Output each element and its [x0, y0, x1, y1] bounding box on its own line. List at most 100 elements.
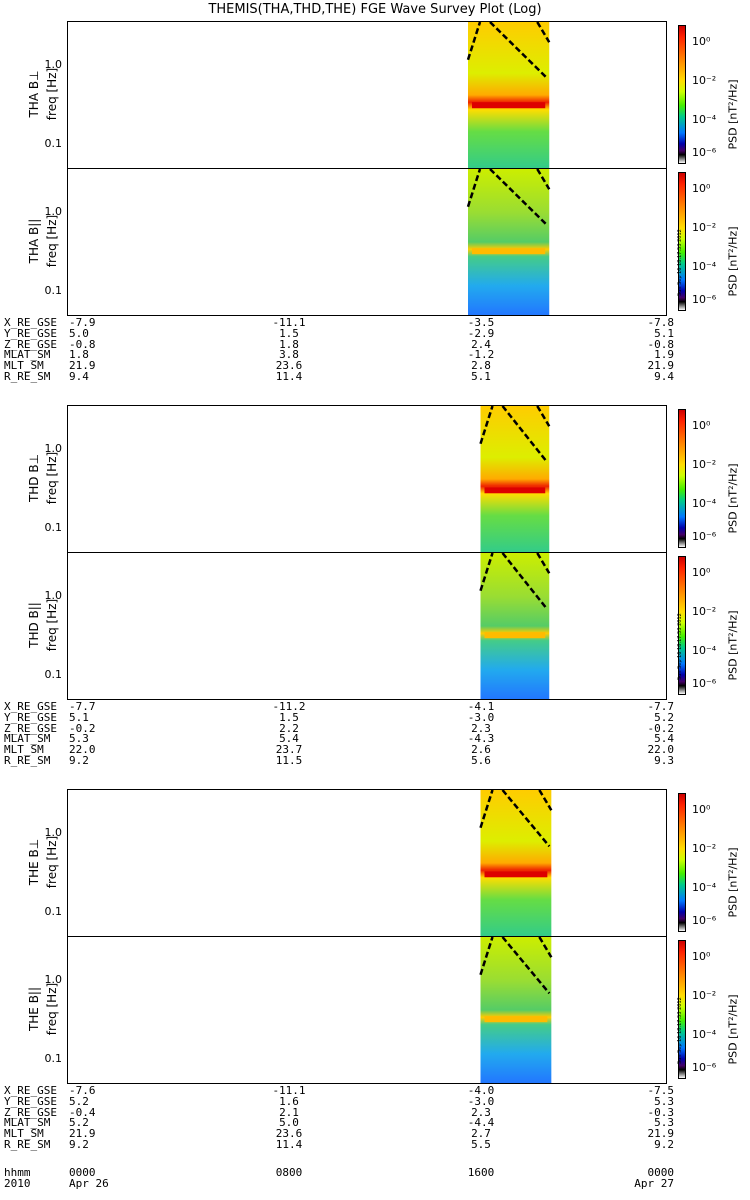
colorbar	[678, 793, 686, 932]
ephemeris-value: -4.4	[467, 1116, 495, 1130]
ephemeris-label: MLAT_SM	[4, 348, 51, 362]
ephemeris-value: -7.7	[647, 700, 675, 713]
ephemeris-value: 5.3	[654, 1116, 674, 1130]
y-tick-label: 1.0	[44, 589, 63, 603]
ephemeris-value: 5.1	[471, 369, 491, 383]
ephemeris-label: Z_RE_GSE	[4, 721, 57, 735]
spectrogram-image	[466, 169, 551, 315]
ephemeris-value: 1.5	[279, 326, 299, 340]
ephemeris-value: 9.2	[69, 1137, 89, 1151]
colorbar	[678, 556, 686, 695]
ephemeris-value: 1.6	[279, 1094, 299, 1108]
spectrogram-panel	[67, 936, 667, 1084]
colorbar-tick-label: 10⁻⁴	[692, 259, 717, 273]
ephemeris-value: 2.1	[279, 1105, 299, 1119]
spectrogram-panel	[67, 405, 667, 553]
ephemeris-value: -3.0	[467, 1094, 495, 1108]
ephemeris-value: -0.2	[69, 721, 96, 735]
ephemeris-label: Z_RE_GSE	[4, 337, 57, 351]
ephemeris-value: 23.6	[275, 359, 303, 373]
ephemeris-label: Y_RE_GSE	[4, 710, 57, 724]
ephemeris-value: -3.0	[467, 710, 495, 724]
spectrogram-data	[480, 406, 550, 552]
ephemeris-value: 1.8	[69, 348, 89, 362]
ephemeris-value: 11.5	[275, 753, 303, 767]
cyclotron-frequency-line	[479, 790, 494, 829]
cyclotron-frequency-line	[479, 406, 494, 445]
ephemeris-label: MLAT_SM	[4, 1116, 51, 1130]
ephemeris-row: R_RE_SM 9.2 11.5 5.6 9.3	[4, 753, 674, 767]
ephemeris-label: X_RE_GSE	[4, 1084, 57, 1097]
ephemeris-value: 5.3	[69, 732, 89, 746]
ephemeris-value: 21.9	[69, 1127, 96, 1141]
spectrogram-data	[468, 22, 550, 168]
spectrogram-image	[479, 937, 553, 1083]
ephemeris-table: X_RE_GSE -7.6 -11.1 -4.0 -7.5 Y_RE_GSE 5.2 1.6 -…	[4, 1084, 674, 1151]
ephemeris-value: 1.8	[279, 337, 299, 351]
ephemeris-row: X_RE_GSE -7.6 -11.1 -4.0 -7.5	[4, 1084, 674, 1097]
spectrogram-image	[479, 790, 553, 936]
colorbar-tick-label: 10⁻²	[692, 457, 717, 471]
ephemeris-value: 9.2	[69, 753, 89, 767]
spectral-peak-band	[484, 487, 546, 494]
time-tick: 0800	[275, 1166, 303, 1179]
colorbar-tick-label: 10⁰	[692, 418, 711, 432]
colorbar-tick-label: 10⁻⁶	[692, 145, 717, 159]
ephemeris-value: 23.6	[275, 1127, 303, 1141]
panel-label: THA B⊥	[27, 69, 41, 118]
ephemeris-value: -4.3	[467, 732, 495, 746]
ephemeris-value: 2.4	[471, 337, 491, 351]
spectral-peak-band	[484, 632, 546, 639]
colorbar-tick-label: 10⁰	[692, 802, 711, 816]
ephemeris-label: MLT_SM	[4, 359, 44, 373]
colorbar	[678, 940, 686, 1079]
y-tick-label: 1.0	[44, 826, 63, 840]
ephemeris-value: 5.1	[69, 710, 89, 724]
spectrogram-data	[480, 790, 552, 936]
y-tick-label: 0.1	[44, 905, 63, 919]
ephemeris-label: R_RE_SM	[4, 753, 51, 767]
colorbar-title: PSD [nT²/Hz]	[726, 225, 740, 296]
spectrogram-panel	[67, 789, 667, 937]
panel-label: THD B⊥	[27, 453, 41, 502]
ephemeris-label: R_RE_SM	[4, 369, 51, 383]
ephemeris-value: 2.3	[471, 721, 491, 735]
ephemeris-label: Y_RE_GSE	[4, 326, 57, 340]
frequency-axis-label: freq [Hz]	[45, 982, 59, 1035]
ephemeris-label: Z_RE_GSE	[4, 1105, 57, 1119]
ephemeris-row: MLT_SM 21.9 23.6 2.8 21.9	[4, 359, 674, 373]
ephemeris-value: 3.8	[279, 348, 299, 362]
ephemeris-value: -1.2	[467, 348, 495, 362]
ephemeris-row: MLAT_SM 5.2 5.0 -4.4 5.3	[4, 1116, 674, 1130]
ephemeris-value: 1.9	[654, 348, 674, 362]
y-tick-label: 0.1	[44, 1052, 63, 1066]
colorbar-tick-label: 10⁻⁶	[692, 1060, 717, 1074]
ephemeris-value: -4.0	[467, 1084, 495, 1097]
colorbar-tick-label: 10⁻²	[692, 220, 717, 234]
colorbar-tick-label: 10⁻²	[692, 841, 717, 855]
ephemeris-row: MLAT_SM 5.3 5.4 -4.3 5.4	[4, 732, 674, 746]
ephemeris-value: 22.0	[647, 743, 675, 757]
ephemeris-row: R_RE_SM 9.2 11.4 5.5 9.2	[4, 1137, 674, 1151]
cyclotron-frequency-line	[489, 22, 549, 80]
ephemeris-value: 5.2	[654, 710, 674, 724]
spectral-peak-band	[484, 1016, 548, 1023]
colorbar-tick-label: 10⁻⁴	[692, 880, 717, 894]
ephemeris-value: 23.7	[275, 743, 303, 757]
cyclotron-frequency-line	[466, 22, 482, 61]
ephemeris-label: Y_RE_GSE	[4, 1094, 57, 1108]
y-tick-label: 0.1	[44, 284, 63, 298]
ephemeris-table: X_RE_GSE -7.9 -11.1 -3.5 -7.8 Y_RE_GSE 5.0 1.5 -…	[4, 317, 674, 383]
colorbar-tick-label: 10⁻⁶	[692, 529, 717, 543]
colorbar-tick-label: 10⁻⁴	[692, 112, 717, 126]
ephemeris-value: 2.8	[471, 359, 491, 373]
ephemeris-value: -7.5	[647, 1084, 675, 1097]
ephemeris-value: 5.2	[69, 1116, 89, 1130]
ephemeris-value: 9.3	[654, 753, 674, 767]
ephemeris-label: MLT_SM	[4, 743, 44, 757]
frequency-axis-label: freq [Hz]	[45, 598, 59, 651]
cyclotron-frequency-line	[501, 790, 551, 848]
end-date-label: Apr 27	[634, 1176, 674, 1190]
ephemeris-value: 5.0	[279, 1116, 299, 1130]
ephemeris-row: MLAT_SM 1.8 3.8 -1.2 1.9	[4, 348, 674, 362]
